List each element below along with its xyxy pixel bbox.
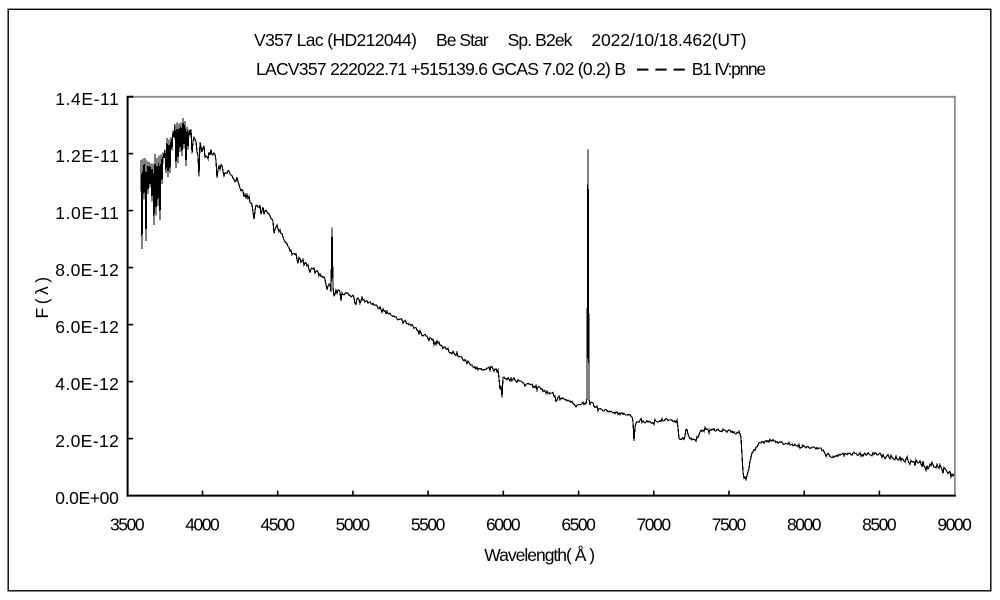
svg-text:LACV357 222022.71 +515139.6 GC: LACV357 222022.71 +515139.6 GCAS 7.02 (0… (256, 59, 626, 79)
svg-text:7000: 7000 (637, 515, 672, 535)
svg-text:3500: 3500 (110, 515, 145, 535)
svg-text:8000: 8000 (787, 515, 822, 535)
svg-text:4500: 4500 (260, 515, 295, 535)
svg-text:Wavelength( Å ): Wavelength( Å ) (484, 545, 595, 565)
svg-text:V357 Lac (HD212044): V357 Lac (HD212044) (254, 30, 417, 50)
svg-text:2022/10/18.462(UT): 2022/10/18.462(UT) (591, 30, 746, 50)
svg-text:B1 IV:pnne: B1 IV:pnne (692, 59, 766, 79)
svg-text:Sp. B2ek: Sp. B2ek (508, 30, 573, 50)
svg-text:1.4E-11: 1.4E-11 (55, 89, 119, 109)
svg-text:Be Star: Be Star (436, 30, 489, 50)
svg-text:1.0E-11: 1.0E-11 (55, 203, 119, 223)
svg-text:4.0E-12: 4.0E-12 (55, 374, 119, 394)
svg-text:2.0E-12: 2.0E-12 (55, 431, 119, 451)
svg-text:8.0E-12: 8.0E-12 (55, 260, 119, 280)
svg-text:6000: 6000 (486, 515, 521, 535)
svg-text:9000: 9000 (937, 515, 972, 535)
svg-text:5000: 5000 (336, 515, 371, 535)
svg-text:7500: 7500 (712, 515, 747, 535)
svg-text:6.0E-12: 6.0E-12 (55, 317, 119, 337)
svg-text:6500: 6500 (561, 515, 596, 535)
svg-text:F(λ): F(λ) (32, 273, 52, 318)
svg-text:5500: 5500 (411, 515, 446, 535)
svg-text:1.2E-11: 1.2E-11 (55, 146, 119, 166)
svg-text:0.0E+00: 0.0E+00 (55, 488, 119, 508)
svg-text:8500: 8500 (862, 515, 897, 535)
svg-text:4000: 4000 (185, 515, 220, 535)
